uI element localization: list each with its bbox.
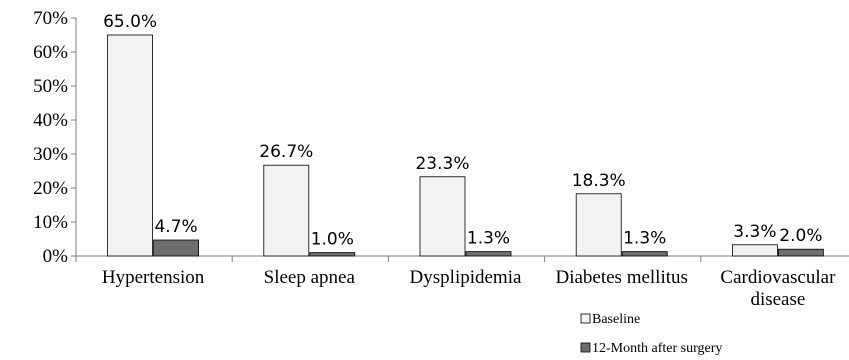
y-tick-label: 60% [33,42,68,63]
legend-swatch-baseline [580,313,591,324]
bar-12-month-after-surgery-cardiovascular-disease [778,248,824,257]
category-label-sleep-apnea: Sleep apnea [264,267,356,288]
y-tick-label: 30% [33,144,68,165]
data-label-12-month-after-surgery-hypertension: 4.7% [154,217,197,237]
legend-label-12-month: 12-Month after surgery [592,341,722,356]
y-tick-label: 40% [33,110,68,131]
y-tick-label: 10% [33,212,68,233]
data-label-12-month-after-surgery-cardiovascular-disease: 2.0% [779,226,822,246]
data-label-12-month-after-surgery-diabetes-mellitus: 1.3% [623,229,666,249]
y-tick-label: 50% [33,76,68,97]
legend-label-baseline: Baseline [592,312,640,327]
data-label-baseline-hypertension: 65.0% [103,12,157,32]
bar-baseline-dysplipidemia [419,176,466,257]
bar-baseline-sleep-apnea [263,164,310,257]
bar-baseline-cardiovascular-disease [732,244,778,257]
category-label-dysplipidemia: Dysplipidemia [410,267,522,288]
y-tick-label: 70% [33,8,68,29]
category-label-cardiovascular-disease: disease [750,289,805,310]
bar-12-month-after-surgery-dysplipidemia [465,251,512,257]
data-label-12-month-after-surgery-dysplipidemia: 1.3% [467,229,510,249]
category-labels: Hypertension Sleep apnea Dysplipidemia Diab… [102,267,836,310]
y-tick-label: 0% [43,246,69,267]
data-label-12-month-after-surgery-sleep-apnea: 1.0% [311,230,354,250]
legend: Baseline 12-Month after surgery [580,312,722,356]
legend-swatch-12-month [580,342,591,353]
data-label-baseline-cardiovascular-disease: 3.3% [733,222,776,242]
y-tick-label: 20% [33,178,68,199]
bar-12-month-after-surgery-sleep-apnea [309,252,356,257]
data-label-baseline-dysplipidemia: 23.3% [415,154,469,174]
category-label-diabetes-mellitus: Diabetes mellitus [555,267,687,288]
bar-baseline-diabetes-mellitus [575,193,622,257]
data-label-baseline-diabetes-mellitus: 18.3% [572,171,626,191]
bars [107,34,824,257]
y-tick-labels: 0% 10% 20% 30% 40% 50% 60% 70% [33,8,76,267]
category-label-cardiovascular-disease: Cardiovascular [720,267,836,288]
category-label-hypertension: Hypertension [102,267,205,288]
bar-baseline-hypertension [107,34,153,257]
data-label-baseline-sleep-apnea: 26.7% [259,142,313,162]
bar-12-month-after-surgery-diabetes-mellitus [621,251,668,257]
bar-12-month-after-surgery-hypertension [153,239,200,257]
data-labels: 65.0% 4.7% 26.7% 1.0% 23.3% 1.3% 18.3% 1.3% 3.3%… [103,12,822,250]
